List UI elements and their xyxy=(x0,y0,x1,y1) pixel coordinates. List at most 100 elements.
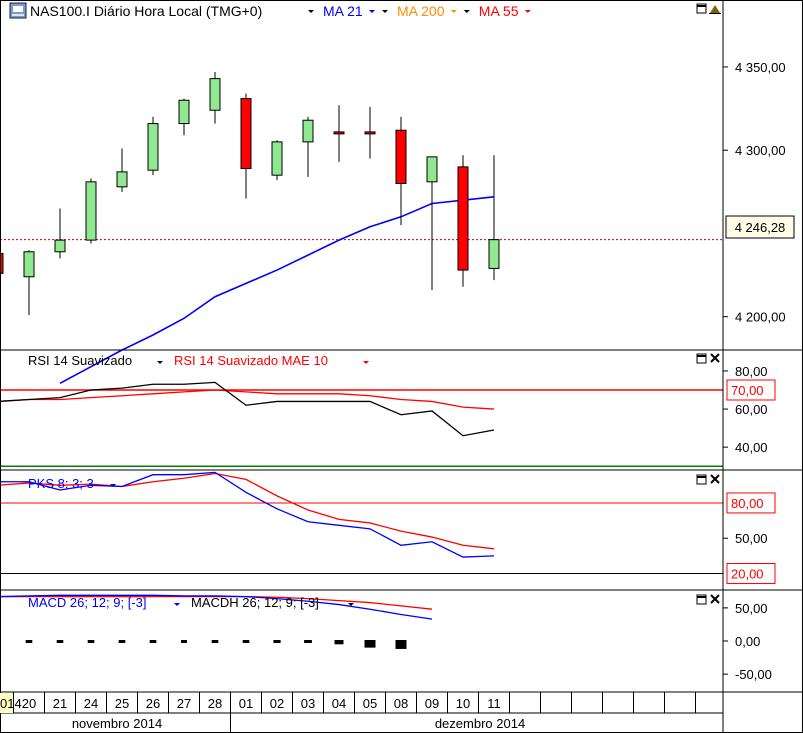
date-day-label[interactable]: 08 xyxy=(394,696,408,711)
pks-axis[interactable]: 50,00 80,00 20,00 xyxy=(723,492,776,585)
candle[interactable] xyxy=(457,155,469,287)
candle[interactable] xyxy=(54,208,66,259)
month-label: dezembro 2014 xyxy=(435,716,525,731)
date-day-label[interactable]: 27 xyxy=(177,696,191,711)
pks-level-badge xyxy=(726,492,776,514)
rsi-axis[interactable]: 80,00 60,00 40,00 70,00 xyxy=(723,364,776,455)
date-day-label[interactable]: 11 xyxy=(487,696,501,711)
macdh-dropdown-icon[interactable] xyxy=(348,603,354,606)
date-day-label[interactable]: 28 xyxy=(208,696,222,711)
candle[interactable] xyxy=(116,148,128,192)
pks-level-label: 20,00 xyxy=(731,567,764,582)
macd-axis-label: 50,00 xyxy=(735,601,768,616)
candle[interactable] xyxy=(147,116,159,176)
cfd-icon[interactable] xyxy=(9,2,27,19)
candle[interactable] xyxy=(333,105,345,162)
macdh-bar xyxy=(87,640,95,643)
macd-panel-maximize-icon[interactable] xyxy=(696,594,707,605)
macdh-bar xyxy=(273,640,281,643)
macdh-bar xyxy=(364,640,376,648)
rsi-level-label: 70,00 xyxy=(731,383,764,398)
date-day-label[interactable]: 03 xyxy=(301,696,315,711)
pks-dropdown-icon[interactable] xyxy=(110,484,116,487)
candle-body xyxy=(457,166,469,271)
candle[interactable] xyxy=(209,71,221,124)
candle-body xyxy=(240,98,252,170)
date-day-label[interactable]: 02 xyxy=(270,696,284,711)
rsi-label[interactable]: RSI 14 Suavizado xyxy=(28,353,132,368)
rsi-mae-label[interactable]: RSI 14 Suavizado MAE 10 xyxy=(174,353,328,368)
date-day-label[interactable]: 24 xyxy=(84,696,98,711)
pks-label[interactable]: PKS 8; 3; 3 xyxy=(28,476,94,491)
header: NAS100.I Diário Hora Local (TMG+0) MA 21… xyxy=(9,2,531,19)
date-axis[interactable]: 014 20 21 24 25 26 27 28 01 02 03 04 05 08 09 10 11 novem… xyxy=(0,692,723,733)
date-day-label[interactable]: 04 xyxy=(332,696,346,711)
candle-body xyxy=(395,129,407,185)
date-day-label[interactable]: 10 xyxy=(456,696,470,711)
rsi-panel-maximize-icon[interactable] xyxy=(696,353,707,364)
rsi-line xyxy=(0,381,495,437)
date-day-label[interactable]: 09 xyxy=(425,696,439,711)
date-day-label[interactable]: 25 xyxy=(115,696,129,711)
macdh-bar xyxy=(304,640,312,643)
candle[interactable] xyxy=(85,178,97,244)
macd-line xyxy=(0,594,433,620)
indicator-dropdown-icon[interactable] xyxy=(463,10,470,13)
rsi-axis-label: 80,00 xyxy=(735,364,768,379)
candle-body xyxy=(147,123,159,171)
price-panel-maximize-icon[interactable] xyxy=(696,3,707,14)
date-day-label[interactable]: 014 xyxy=(0,696,22,711)
macdh-bar xyxy=(181,640,187,643)
price-axis[interactable]: 4 350,00 4 300,00 4 200,00 xyxy=(723,60,786,325)
candle-body xyxy=(302,119,314,143)
indicator-label[interactable]: MA 200 xyxy=(397,3,445,19)
pks-d-line xyxy=(0,472,495,550)
candle[interactable] xyxy=(395,116,407,226)
rsi-dropdown-icon[interactable] xyxy=(157,361,163,364)
macdh-label[interactable]: MACDH 26; 12; 9; [-3] xyxy=(191,595,319,610)
candle-body xyxy=(209,78,221,111)
rsi-mae-dropdown-icon[interactable] xyxy=(363,361,369,364)
macd-panel-close-icon[interactable] xyxy=(710,594,720,604)
rsi-axis-label: 40,00 xyxy=(735,440,768,455)
date-day-label[interactable]: 20 xyxy=(22,696,36,711)
indicator-dropdown-icon[interactable] xyxy=(524,10,531,13)
month-label: novembro 2014 xyxy=(72,716,162,731)
candle[interactable] xyxy=(426,156,438,291)
macd-label[interactable]: MACD 26; 12; 9; [-3] xyxy=(28,595,147,610)
date-day-label[interactable]: 26 xyxy=(146,696,160,711)
candle[interactable] xyxy=(271,140,283,181)
macdh-bar xyxy=(149,640,157,643)
pks-panel-maximize-icon[interactable] xyxy=(696,474,707,485)
candle-body xyxy=(333,131,345,135)
price-axis-label: 4 350,00 xyxy=(735,60,786,75)
candle-body xyxy=(0,252,4,274)
candle[interactable] xyxy=(178,98,190,136)
macd-dropdown-icon[interactable] xyxy=(174,603,180,606)
pks-level-badge xyxy=(726,563,776,585)
candle[interactable] xyxy=(0,250,4,277)
chart-title: NAS100.I Diário Hora Local (TMG+0) xyxy=(30,3,262,19)
price-panel-scroll-up-icon[interactable] xyxy=(709,5,721,14)
indicator-dropdown-icon[interactable] xyxy=(308,10,314,13)
candle[interactable] xyxy=(302,116,314,177)
candle[interactable] xyxy=(364,106,376,159)
pks-panel-close-icon[interactable] xyxy=(710,474,720,484)
macd-axis-label: 0,00 xyxy=(735,634,760,649)
date-day-label[interactable]: 21 xyxy=(53,696,67,711)
indicator-label[interactable]: MA 55 xyxy=(479,3,519,19)
indicator-dropdown-icon[interactable] xyxy=(382,10,388,13)
candle[interactable] xyxy=(240,93,252,199)
macd-axis[interactable]: 50,00 0,00 -50,00 xyxy=(723,601,772,682)
date-day-label[interactable]: 05 xyxy=(363,696,377,711)
candle[interactable] xyxy=(488,155,500,281)
candle[interactable] xyxy=(23,250,35,316)
indicator-label[interactable]: MA 21 xyxy=(323,3,363,19)
date-day-label[interactable]: 01 xyxy=(239,696,253,711)
macd-signal-line xyxy=(0,595,433,610)
indicator-dropdown-icon[interactable] xyxy=(369,10,375,13)
rsi-panel-close-icon[interactable] xyxy=(710,353,720,363)
rsi-axis-label: 60,00 xyxy=(735,402,768,417)
indicator-dropdown-icon[interactable] xyxy=(450,10,457,13)
